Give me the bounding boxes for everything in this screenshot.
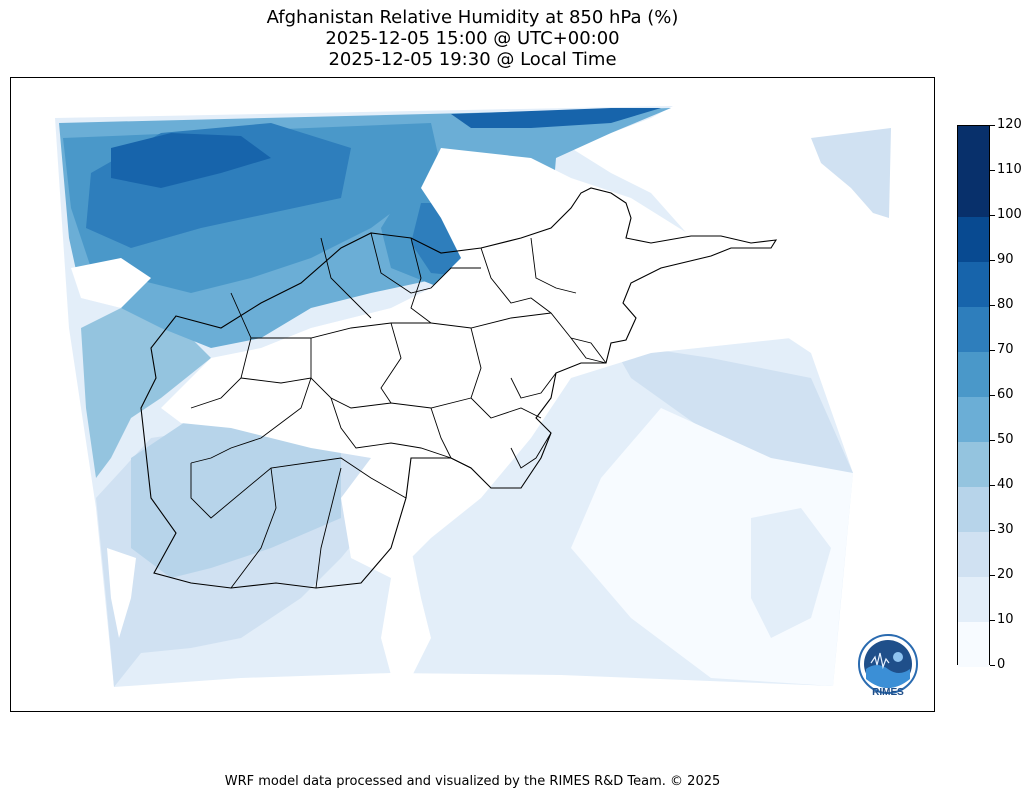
colorbar-tick-label: 20 (997, 567, 1014, 582)
colorbar-tick-label: 30 (997, 522, 1014, 537)
colorbar-segment (958, 486, 989, 532)
colorbar-segment (958, 531, 989, 577)
colorbar-tick-label: 60 (997, 387, 1014, 402)
colorbar-tick (990, 439, 995, 441)
rimes-logo (858, 634, 918, 694)
province-boundaries (190, 232, 607, 589)
title-local-time: 2025-12-05 19:30 @ Local Time (328, 49, 617, 70)
humidity-map (55, 106, 891, 687)
colorbar-tick-label: 110 (997, 162, 1022, 177)
humidity-band-40-50 (81, 308, 211, 478)
afghanistan-outline (140, 187, 778, 589)
colorbar-segment (958, 126, 989, 172)
humidity-band-20-30-east-inner (751, 508, 831, 638)
dry-region-central (161, 148, 791, 578)
map-title: Afghanistan Relative Humidity at 850 hPa… (10, 7, 935, 70)
colorbar-tick (990, 619, 995, 621)
title-variable: Afghanistan Relative Humidity at 850 hPa… (266, 7, 679, 28)
colorbar-tick (990, 529, 995, 531)
colorbar-segment (958, 216, 989, 262)
title-utc-time: 2025-12-05 15:00 @ UTC+00:00 (325, 28, 620, 49)
map-panel (10, 77, 935, 712)
colorbar-segment (958, 621, 989, 667)
colorbar-tick (990, 214, 995, 216)
colorbar-segment (958, 171, 989, 217)
colorbar-tick (990, 484, 995, 486)
colorbar (957, 125, 990, 667)
dry-region-southwest (107, 548, 136, 638)
colorbar-tick-label: 40 (997, 477, 1014, 492)
colorbar-segment (958, 441, 989, 487)
footer-credit: WRF model data processed and visualized … (224, 774, 721, 789)
colorbar-tick-label: 120 (997, 117, 1022, 132)
colorbar-tick (990, 169, 995, 171)
colorbar-segment (958, 576, 989, 622)
colorbar-segment (958, 396, 989, 442)
humidity-band-20-30-east (611, 343, 853, 498)
humidity-patch-northeast (811, 128, 891, 218)
colorbar-segment (958, 306, 989, 352)
humidity-band-80-90-top (451, 108, 661, 128)
colorbar-tick (990, 574, 995, 576)
colorbar-tick-label: 0 (997, 657, 1006, 672)
colorbar-tick (990, 259, 995, 261)
colorbar-tick-label: 70 (997, 342, 1014, 357)
humidity-band-80-90 (111, 133, 271, 188)
dry-region-south (381, 548, 431, 678)
colorbar-tick (990, 304, 995, 306)
colorbar-tick-label: 100 (997, 207, 1022, 222)
colorbar-segment (958, 351, 989, 397)
dry-region-northwest (71, 258, 151, 308)
colorbar-tick (990, 664, 995, 666)
colorbar-tick (990, 124, 995, 126)
colorbar-tick-label: 80 (997, 297, 1014, 312)
humidity-band-30-40 (131, 418, 341, 578)
colorbar-tick (990, 349, 995, 351)
colorbar-tick (990, 394, 995, 396)
colorbar-tick-label: 10 (997, 612, 1014, 627)
colorbar-tick-label: 90 (997, 252, 1014, 267)
rimes-logo-caption: RIMES (872, 687, 904, 698)
colorbar-tick-label: 50 (997, 432, 1014, 447)
colorbar-segment (958, 261, 989, 307)
